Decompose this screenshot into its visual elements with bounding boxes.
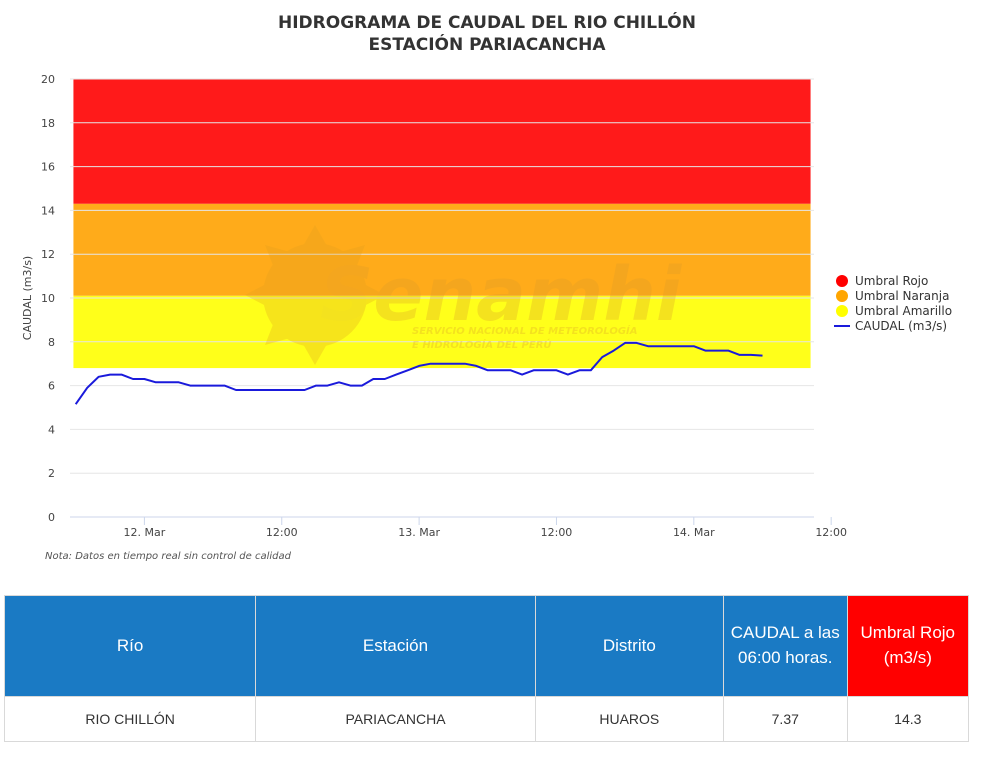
x-tick-label: 13. Mar [398, 526, 440, 539]
legend-marker-umbral-naranja [836, 290, 848, 302]
cell-rio: RIO CHILLÓN [3, 696, 257, 742]
legend-label: CAUDAL (m3/s) [855, 319, 947, 333]
data-quality-note: Nota: Datos en tiempo real sin control d… [45, 551, 292, 562]
y-tick-label: 0 [48, 511, 55, 524]
x-axis-ticks: 12. Mar 12:00 13. Mar 12:00 14. Mar 12:00 [124, 517, 847, 539]
series-layer [74, 341, 763, 405]
y-tick-label: 16 [41, 161, 55, 174]
band-umbral-rojo [73, 79, 811, 204]
x-tick-label: 12:00 [541, 526, 573, 539]
y-tick-label: 14 [41, 204, 55, 217]
watermark-brand: Senamhi [320, 252, 683, 338]
y-tick-label: 20 [41, 73, 55, 86]
sun-logo-icon [245, 225, 385, 365]
band-umbral-naranja [73, 203, 811, 296]
senamhi-watermark: Senamhi SERVICIO NACIONAL DE METEOROLOGÍ… [245, 225, 683, 365]
y-tick-label: 18 [41, 117, 55, 130]
band-umbral-amarillo [73, 295, 811, 369]
legend-label: Umbral Naranja [855, 289, 949, 303]
grid-lines [70, 78, 814, 518]
station-info-table: Río Estación Distrito CAUDAL a las 06:00… [3, 595, 970, 742]
series-caudal-line [74, 341, 763, 405]
y-tick-label: 4 [48, 423, 55, 436]
legend-label: Umbral Rojo [855, 274, 928, 288]
legend-marker-umbral-rojo [836, 275, 848, 287]
cell-distrito: HUAROS [534, 696, 724, 742]
y-tick-label: 2 [48, 467, 55, 480]
chart-title: HIDROGRAMA DE CAUDAL DEL RIO CHILLÓN [278, 11, 696, 33]
y-tick-label: 8 [48, 336, 55, 349]
header-caudal: CAUDAL a las 06:00 horas. [722, 595, 848, 697]
hydrograph-chart: HIDROGRAMA DE CAUDAL DEL RIO CHILLÓN EST… [21, 11, 952, 562]
watermark-line1: SERVICIO NACIONAL DE METEOROLOGÍA [412, 324, 638, 337]
cell-umbral-rojo: 14.3 [846, 696, 970, 742]
y-tick-label: 6 [48, 380, 55, 393]
header-estacion: Estación [255, 595, 536, 697]
y-axis-title: CAUDAL (m3/s) [21, 256, 34, 340]
x-tick-label: 12. Mar [124, 526, 166, 539]
header-umbral-rojo: Umbral Rojo (m3/s) [846, 595, 970, 697]
y-axis-ticks: 0 2 4 6 8 10 12 14 16 18 20 [41, 73, 55, 524]
y-tick-label: 10 [41, 292, 55, 305]
cell-caudal: 7.37 [722, 696, 848, 742]
legend-marker-umbral-amarillo [836, 305, 848, 317]
watermark-line2: E HIDROLOGÍA DEL PERÚ [412, 338, 552, 351]
threshold-bands [73, 79, 811, 369]
y-tick-label: 12 [41, 248, 55, 261]
x-tick-label: 12:00 [815, 526, 847, 539]
legend-label: Umbral Amarillo [855, 304, 952, 318]
chart-subtitle: ESTACIÓN PARIACANCHA [368, 33, 606, 55]
x-tick-label: 12:00 [266, 526, 298, 539]
x-tick-label: 14. Mar [673, 526, 715, 539]
cell-estacion: PARIACANCHA [255, 696, 536, 742]
header-rio: Río [3, 595, 257, 697]
header-distrito: Distrito [534, 595, 724, 697]
table-header-row: Río Estación Distrito CAUDAL a las 06:00… [3, 595, 970, 697]
table-row: RIO CHILLÓN PARIACANCHA HUAROS 7.37 14.3 [3, 696, 970, 742]
